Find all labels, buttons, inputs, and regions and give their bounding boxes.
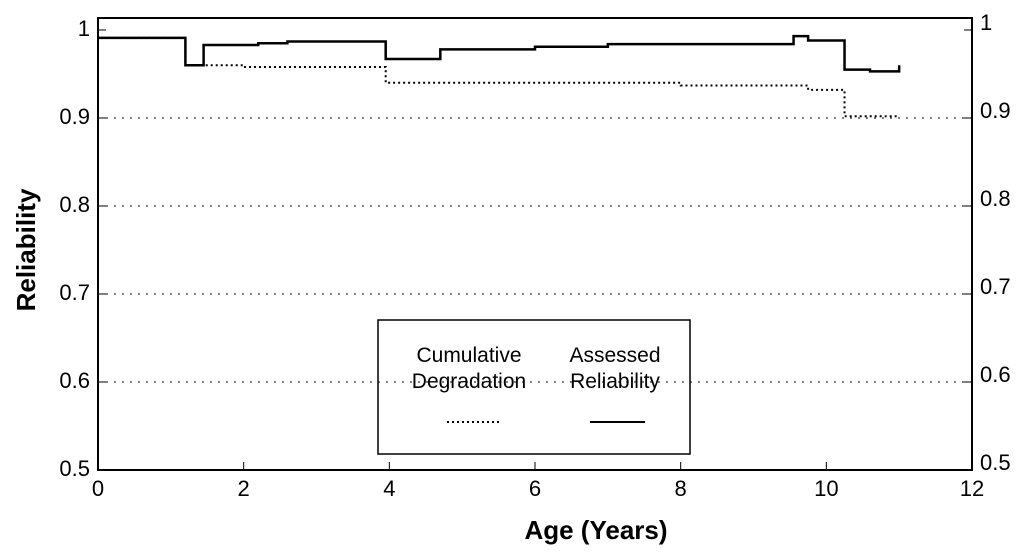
y2-tick-label: 0.9 xyxy=(980,98,1011,123)
y-tick-label: 0.9 xyxy=(59,104,90,129)
y2-tick-label: 1 xyxy=(980,10,992,35)
y-axis-title: Reliability xyxy=(11,188,41,311)
legend-label: Assessed Reliability xyxy=(569,344,661,393)
y2-tick-label: 0.8 xyxy=(980,186,1011,211)
x-tick-label: 4 xyxy=(383,476,395,501)
step-line xyxy=(98,36,900,118)
legend-box xyxy=(377,319,691,455)
step-line xyxy=(98,34,901,73)
x-tick-label: 12 xyxy=(960,476,984,501)
y2-tick-label: 0.6 xyxy=(980,362,1011,387)
y-tick-label: 0.8 xyxy=(59,192,90,217)
y-tick-label: 0.6 xyxy=(59,368,90,393)
x-tick-label: 0 xyxy=(92,476,104,501)
x-tick-label: 6 xyxy=(529,476,541,501)
y2-tick-label: 0.7 xyxy=(980,274,1011,299)
legend-label: Cumulative Degradation xyxy=(411,344,527,393)
y-tick-label: 0.5 xyxy=(59,456,90,481)
y2-tick-label: 0.5 xyxy=(980,450,1011,475)
x-tick-label: 8 xyxy=(675,476,687,501)
y-tick-label: 0.7 xyxy=(59,280,90,305)
x-axis-title: Age (Years) xyxy=(524,515,667,545)
x-tick-label: 2 xyxy=(238,476,250,501)
x-tick-label: 10 xyxy=(814,476,838,501)
y-tick-label: 1 xyxy=(78,16,90,41)
